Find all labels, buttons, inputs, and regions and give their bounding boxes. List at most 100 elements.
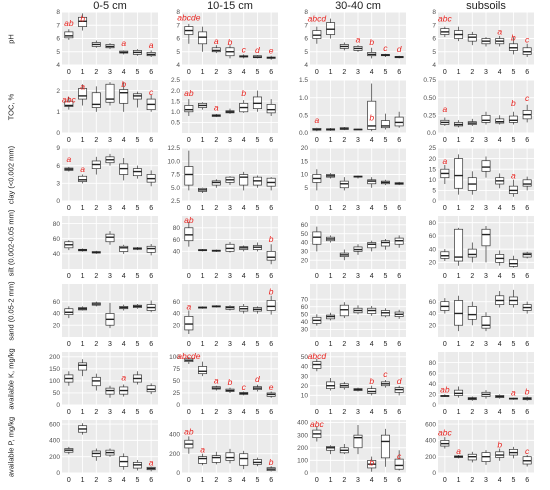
box-4 — [367, 47, 377, 59]
box-1 — [78, 13, 88, 31]
x-tick-label: 0 — [67, 205, 71, 212]
y-tick-label: 40 — [429, 246, 437, 253]
y-tick-label: 60 — [301, 304, 309, 311]
x-tick-label: 5 — [383, 205, 387, 212]
x-tick-label: 2 — [94, 273, 98, 280]
box-2 — [211, 45, 221, 54]
significance-letter: c — [149, 87, 154, 97]
x-tick-label: 3 — [228, 69, 232, 76]
box-iqr — [266, 250, 276, 261]
significance-letter: abc — [438, 427, 452, 437]
box-5 — [132, 304, 142, 309]
x-tick-label: 5 — [255, 137, 259, 144]
box-4 — [495, 250, 505, 266]
box-iqr — [454, 158, 464, 189]
x-tick-label: 0 — [187, 69, 191, 76]
y-tick-label: 5 — [432, 49, 436, 56]
x-tick-label: 6 — [149, 69, 153, 76]
row-label-available-p: available P, mg/kg — [6, 416, 16, 477]
box-4 — [367, 177, 377, 188]
y-tick-label: 200 — [425, 454, 436, 461]
box-3 — [225, 305, 235, 311]
y-tick-label: 1.5 — [299, 77, 308, 84]
box-iqr — [211, 455, 221, 463]
y-tick-label: 0 — [56, 198, 60, 205]
panel-r5-c2: 10 20 30 40 50 0 1 2 3 4 5 6 abcd bcd — [301, 351, 406, 416]
x-tick-label: 4 — [242, 273, 246, 280]
box-6 — [522, 455, 532, 467]
box-4 — [495, 115, 505, 125]
box-iqr — [481, 228, 491, 247]
y-tick-label: 100 — [297, 458, 308, 465]
significance-letter: a — [186, 301, 191, 311]
box-iqr — [198, 366, 208, 375]
y-tick-label: 0.0 — [427, 130, 436, 137]
box-1 — [78, 84, 88, 106]
x-tick-label: 2 — [470, 205, 474, 212]
x-tick-label: 6 — [397, 341, 401, 348]
significance-letter: c — [383, 43, 388, 53]
y-tick-label: 0.5 — [299, 113, 308, 120]
y-tick-label: 20 — [301, 145, 309, 152]
y-tick-label: 2.0 — [171, 88, 180, 95]
y-tick-label: 20 — [429, 260, 437, 267]
x-tick-label: 4 — [370, 341, 374, 348]
significance-letter: ab — [64, 18, 74, 28]
significance-letter: c — [242, 44, 247, 54]
panel-r1-c3: 0.0 0.25 0.50 0.75 0 1 2 3 4 5 6 a b c — [423, 77, 534, 144]
y-tick-label: 5.0 — [171, 185, 180, 192]
y-tick-label: 50 — [301, 354, 309, 361]
x-tick-label: 6 — [525, 477, 529, 484]
x-tick-label: 3 — [356, 273, 360, 280]
x-tick-label: 1 — [329, 341, 333, 348]
box-5 — [252, 306, 262, 314]
box-2 — [211, 385, 221, 391]
box-iqr — [312, 231, 322, 245]
box-0 — [440, 298, 450, 314]
box-4 — [119, 384, 129, 397]
box-0 — [184, 221, 194, 247]
x-tick-label: 3 — [108, 477, 112, 484]
panel-r6-c2: 0 100 200 300 400 0 1 2 3 4 5 6 abc b c — [297, 419, 406, 484]
significance-letter: b — [511, 98, 516, 108]
box-5 — [380, 308, 390, 318]
box-4 — [119, 453, 129, 470]
x-tick-label: 3 — [228, 273, 232, 280]
y-tick-label: 0 — [56, 402, 60, 409]
x-tick-label: 4 — [122, 137, 126, 144]
box-2 — [211, 113, 221, 118]
x-tick-label: 0 — [443, 137, 447, 144]
x-tick-label: 1 — [329, 69, 333, 76]
significance-letter: c — [397, 451, 402, 461]
box-2 — [339, 381, 349, 390]
x-tick-label: 4 — [242, 69, 246, 76]
box-0 — [184, 436, 194, 454]
x-tick-label: 3 — [108, 205, 112, 212]
significance-letter: c — [525, 93, 530, 103]
x-tick-label: 3 — [356, 69, 360, 76]
x-tick-label: 3 — [484, 205, 488, 212]
box-3 — [105, 43, 115, 50]
column-title-subsoils: subsoils — [466, 0, 506, 12]
x-tick-label: 3 — [484, 409, 488, 416]
significance-letter: b — [121, 79, 126, 89]
y-tick-label: 4 — [56, 62, 60, 69]
y-tick-label: 50 — [173, 378, 181, 385]
x-tick-label: 4 — [370, 137, 374, 144]
y-tick-label: 200 — [169, 451, 180, 458]
box-4 — [239, 171, 249, 191]
x-tick-label: 6 — [269, 137, 273, 144]
y-tick-label: 2.5 — [171, 77, 180, 84]
x-tick-label: 1 — [457, 341, 461, 348]
y-tick-label: 30 — [301, 373, 309, 380]
box-1 — [326, 173, 336, 179]
box-iqr — [64, 31, 74, 39]
box-5 — [132, 459, 142, 471]
x-tick-label: 3 — [228, 137, 232, 144]
panel-r4-c1: 20 40 60 0 1 2 3 4 5 6 a b — [173, 284, 278, 348]
y-tick-label: 7 — [432, 22, 436, 29]
significance-letter: a — [214, 36, 219, 46]
box-6 — [394, 55, 404, 59]
box-1 — [326, 128, 336, 131]
x-tick-label: 2 — [342, 341, 346, 348]
